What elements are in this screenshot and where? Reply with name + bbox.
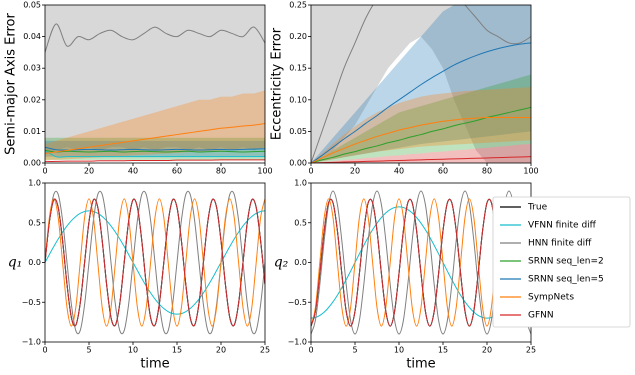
legend-box — [492, 196, 631, 328]
y-axis-label: Semi-major Axis Error — [4, 13, 19, 155]
y-tick-label: 0.05 — [289, 127, 307, 136]
error-band — [45, 137, 265, 160]
series-line — [45, 149, 265, 158]
y-tick-label: −1.0 — [22, 338, 41, 347]
x-tick-label: 100 — [523, 167, 538, 176]
y-tick-label: 0.10 — [289, 95, 307, 104]
error-band — [45, 5, 265, 154]
legend-label: GFNN — [528, 311, 554, 321]
x-tick-label: 60 — [172, 167, 182, 176]
series-line — [45, 190, 265, 335]
x-tick-label: 60 — [438, 167, 448, 176]
y-tick-label: 0.20 — [289, 32, 307, 41]
y-axis-label: q₁ — [8, 255, 23, 271]
x-tick-label: 25 — [526, 346, 536, 355]
x-tick-label: 0 — [308, 346, 313, 355]
y-tick-label: 0.00 — [289, 159, 307, 168]
x-tick-label: 15 — [172, 346, 182, 355]
plot-area — [45, 190, 265, 335]
y-tick-label: 0.0 — [294, 258, 307, 267]
y-tick-label: 0.0 — [28, 258, 41, 267]
y-axis-label: q₂ — [274, 255, 289, 271]
x-tick-label: 0 — [42, 346, 47, 355]
y-tick-label: 0.04 — [23, 32, 41, 41]
series-line — [45, 159, 265, 162]
x-tick-label: 40 — [128, 167, 138, 176]
x-tick-label: 20 — [216, 346, 226, 355]
y-tick-label: 0.25 — [289, 1, 307, 10]
legend-label: VFNN finite diff — [528, 221, 597, 231]
legend-label: SympNets — [528, 293, 574, 303]
series-line — [45, 149, 265, 153]
error-band — [311, 5, 531, 163]
x-tick-label: 25 — [260, 346, 270, 355]
x-tick-label: 100 — [257, 167, 272, 176]
error-band — [45, 90, 265, 160]
x-tick-label: 20 — [350, 167, 360, 176]
x-tick-label: 0 — [308, 167, 313, 176]
x-tick-label: 5 — [352, 346, 357, 355]
x-axis-label: time — [406, 357, 435, 372]
y-tick-label: 0.15 — [289, 64, 307, 73]
y-axis-label: Eccentricity Error — [270, 27, 285, 140]
y-tick-label: −1.0 — [288, 338, 307, 347]
x-tick-label: 0 — [42, 167, 47, 176]
series-line — [311, 42, 531, 163]
error-band — [311, 74, 531, 163]
legend-label: SRNN seq_len=5 — [528, 275, 604, 285]
x-tick-label: 15 — [438, 346, 448, 355]
x-axis-label: time — [140, 357, 169, 372]
series-line — [45, 198, 265, 327]
y-tick-label: 0.03 — [23, 64, 41, 73]
y-tick-label: 1.0 — [28, 179, 41, 188]
x-tick-label: 5 — [86, 346, 91, 355]
legend-label: HNN finite diff — [528, 239, 592, 249]
x-tick-label: 80 — [482, 167, 492, 176]
legend-label: SRNN seq_len=2 — [528, 257, 604, 267]
axes-frame — [310, 4, 532, 164]
y-tick-label: 0.05 — [23, 1, 41, 10]
legend-label: True — [527, 203, 548, 213]
x-tick-label: 40 — [394, 167, 404, 176]
y-tick-label: 0.5 — [28, 218, 41, 227]
y-tick-label: 0.02 — [23, 95, 41, 104]
y-tick-label: 0.00 — [23, 159, 41, 168]
axes-frame — [44, 4, 266, 164]
series-line — [45, 198, 265, 327]
series-line — [45, 210, 265, 315]
series-line — [45, 123, 265, 155]
series-line — [311, 156, 531, 163]
x-tick-label: 80 — [216, 167, 226, 176]
plot-area — [311, 5, 531, 163]
series-line — [311, 106, 531, 163]
error-band — [45, 140, 265, 157]
y-tick-label: −0.5 — [22, 298, 41, 307]
x-tick-label: 20 — [84, 167, 94, 176]
series-line — [311, 116, 531, 163]
plot-area — [45, 5, 265, 162]
series-line — [311, 5, 531, 163]
x-tick-label: 10 — [394, 346, 404, 355]
x-tick-label: 10 — [128, 346, 138, 355]
y-tick-label: −0.5 — [288, 298, 307, 307]
series-line — [45, 23, 265, 53]
y-tick-label: 0.01 — [23, 127, 41, 136]
series-line — [45, 146, 265, 151]
y-tick-label: 1.0 — [294, 179, 307, 188]
x-tick-label: 20 — [482, 346, 492, 355]
y-tick-label: 0.5 — [294, 218, 307, 227]
